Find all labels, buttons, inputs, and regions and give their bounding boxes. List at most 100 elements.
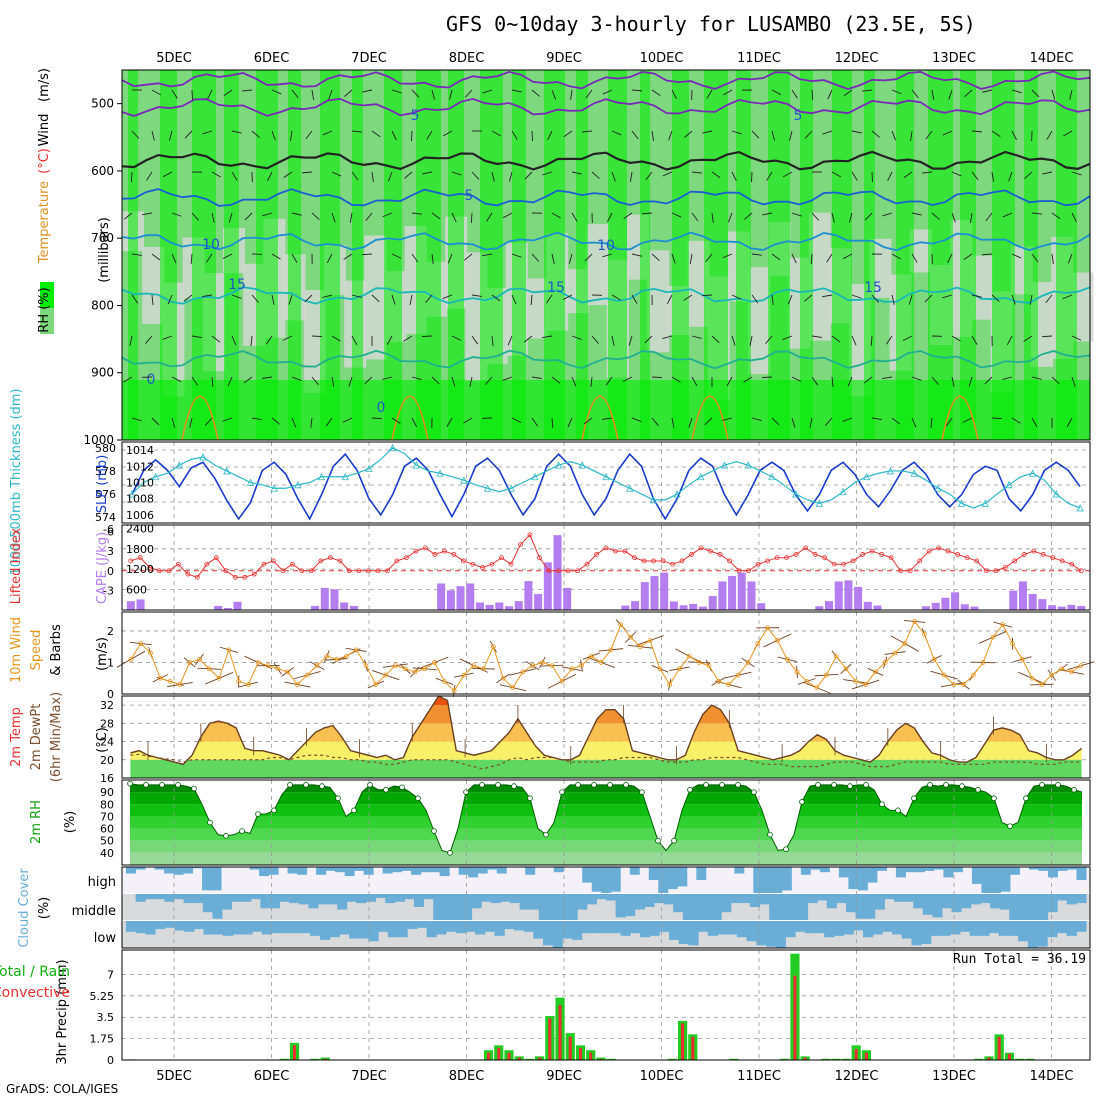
rh-marker: [512, 784, 517, 789]
wind-axis-label-3: & Barbs: [49, 624, 64, 676]
cloud-middle-bar: [500, 894, 510, 902]
date-label-top: 6DEC: [254, 51, 290, 66]
cloud-middle-bar: [683, 894, 693, 920]
cape-bar: [922, 606, 930, 610]
date-label-top: 9DEC: [546, 51, 582, 66]
precip-convective-bar: [681, 1023, 684, 1060]
cape-tick: 1800: [126, 543, 154, 556]
cape-bar: [815, 606, 823, 610]
cloud-low-bar: [388, 921, 398, 937]
cloud-low-bar: [892, 921, 902, 935]
cloud-middle-bar: [875, 894, 885, 910]
cloud-middle-bar: [577, 894, 587, 910]
cloud-high-bar: [468, 867, 478, 877]
rh-marker: [704, 782, 709, 787]
date-label-bottom: 14DEC: [1030, 1069, 1074, 1084]
date-label-top: 14DEC: [1030, 51, 1074, 66]
precip-convective-bar: [691, 1037, 694, 1060]
cape-bar: [447, 590, 455, 610]
rh-axis-label-1: 2m RH: [29, 800, 44, 844]
cloud-low-bar: [398, 921, 408, 937]
cloud-high-bar: [316, 867, 326, 875]
cape-tick: 600: [126, 584, 147, 597]
rh-tick: 40: [100, 847, 114, 860]
cloud-middle-bar: [1067, 894, 1077, 904]
precip-legend-total: Total / Rain: [0, 964, 70, 980]
rh-marker: [144, 782, 149, 787]
rh-band: [122, 804, 1090, 816]
rh-marker: [448, 850, 453, 855]
rh-band: [122, 853, 1090, 865]
cloud-high-bar: [1038, 867, 1048, 871]
wind-barb: [992, 418, 1002, 419]
cloud-low-bar: [465, 921, 475, 932]
cloud-middle-bar: [452, 894, 462, 920]
cloud-low-bar: [601, 921, 611, 933]
cloud-low-bar: [524, 921, 534, 932]
rh-marker: [592, 782, 597, 787]
temp-tick: 16: [100, 772, 114, 785]
rh-marker: [864, 782, 869, 787]
cloud-high-bar: [601, 867, 611, 893]
cape-bar: [1019, 581, 1027, 610]
cloud-low-bar: [145, 921, 155, 935]
temp-tick: 32: [100, 699, 114, 712]
precip-convective-bar: [507, 1053, 510, 1060]
wind-barb: [422, 336, 432, 337]
cloud-middle-bar: [702, 894, 712, 920]
cloud-low-bar: [1047, 921, 1057, 937]
cloud-low-bar: [669, 921, 679, 940]
upper-air-legend: Temperature: [37, 181, 52, 264]
rh-marker: [128, 781, 133, 786]
cloud-middle-bar: [136, 894, 146, 902]
cloud-middle-bar: [308, 894, 318, 908]
wind-barb: [751, 172, 752, 182]
cloud-low-bar: [766, 921, 776, 947]
precip-run-total: Run Total = 36.19: [953, 952, 1086, 967]
rh-marker: [768, 832, 773, 837]
cloud-high-bar: [402, 867, 412, 871]
precip-tick: 5.25: [90, 990, 115, 1003]
cape-bar: [844, 580, 852, 610]
cape-bar: [476, 603, 484, 610]
cloud-middle-bar: [203, 894, 213, 912]
slp-axis-label: SLP (mb): [95, 455, 110, 514]
cloud-high-bar: [525, 867, 535, 875]
cape-bar: [321, 588, 329, 610]
cloud-low-bar: [814, 921, 824, 933]
cloud-high-bar: [877, 867, 887, 871]
cloud-middle-bar: [1009, 894, 1019, 920]
cloud-low-bar: [281, 921, 291, 933]
cloud-low-bar: [291, 921, 301, 933]
cloud-level-label: low: [94, 931, 117, 946]
cape-bar: [515, 601, 523, 610]
cloud-low-bar: [301, 921, 311, 933]
precip-tick: 7: [107, 968, 114, 981]
cloud-middle-bar: [760, 894, 770, 904]
date-label-bottom: 7DEC: [351, 1069, 387, 1084]
precip-convective-bar: [579, 1048, 582, 1060]
upper-air-legend: (°C): [37, 148, 52, 174]
cape-bar: [941, 598, 949, 610]
wind-barb: [872, 172, 873, 182]
cloud-middle-bar: [712, 894, 722, 920]
cape-bar: [961, 604, 969, 610]
precip-convective-bar: [793, 976, 796, 1060]
cloud-low-bar: [650, 921, 660, 936]
cloud-low-bar: [989, 921, 999, 933]
cloud-low-bar: [262, 921, 272, 935]
temp-axis-label-3: (6hr Min/Max): [49, 692, 64, 782]
cape-bar: [951, 592, 959, 610]
cloud-low-bar: [1008, 921, 1018, 936]
cloud-high-bar: [164, 867, 174, 874]
cloud-high-bar: [1076, 867, 1086, 880]
temp-axis-label-2: 2m DewPt: [29, 704, 44, 771]
cloud-middle-bar: [913, 894, 923, 908]
cloud-middle-bar: [280, 894, 290, 902]
cloud-middle-bar: [424, 894, 434, 899]
rh-marker: [720, 782, 725, 787]
rh-tick: 60: [100, 823, 114, 836]
cloud-middle-bar: [635, 894, 645, 910]
cloud-low-bar: [776, 921, 786, 948]
